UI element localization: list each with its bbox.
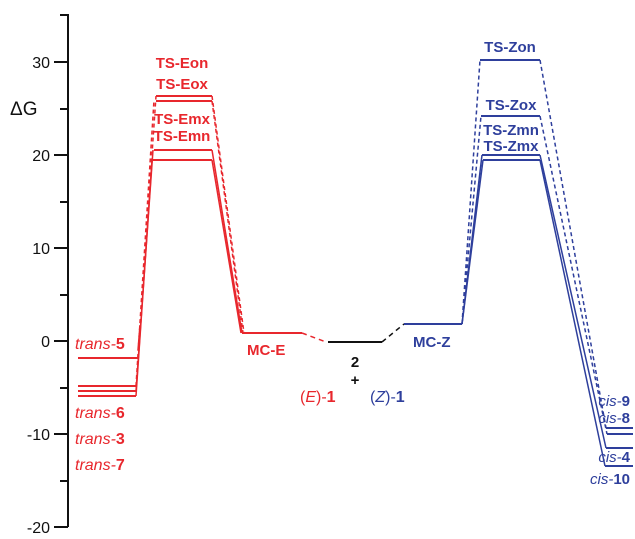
label-trans-7: trans-7	[75, 457, 125, 474]
tick-label-10: 10	[32, 241, 50, 258]
label-TS-Emx: TS-Emx	[154, 111, 211, 128]
center-reference	[328, 323, 405, 343]
label-trans-3: trans-3	[75, 431, 125, 448]
y-axis-label: ΔG	[10, 99, 37, 120]
label-cis-10: cis-10	[590, 471, 630, 488]
y-axis	[54, 14, 69, 528]
label-TS-Zmn: TS-Zmn	[483, 122, 539, 139]
label-cis-4: cis-4	[598, 449, 630, 466]
tick-label-30: 30	[32, 55, 50, 72]
label-plus: +	[351, 372, 360, 389]
tick-label-minus20: -20	[27, 520, 50, 537]
label-TS-Eox: TS-Eox	[156, 76, 208, 93]
tick-label-20: 20	[32, 148, 50, 165]
label-TS-Zmx: TS-Zmx	[483, 138, 539, 155]
label-trans-6: trans-6	[75, 405, 125, 422]
label-cis-9: cis-9	[598, 393, 630, 410]
label-E-1: (E)-1	[300, 389, 336, 406]
label-TS-Zon: TS-Zon	[484, 39, 536, 56]
Z-pathway	[404, 59, 633, 467]
label-cis-8: cis-8	[598, 410, 630, 427]
label-Z-1: (Z)-1	[370, 389, 405, 406]
label-2: 2	[351, 354, 359, 371]
label-MC-Z: MC-Z	[413, 334, 451, 351]
tick-label-minus10: -10	[27, 427, 50, 444]
label-MC-E: MC-E	[247, 342, 285, 359]
label-TS-Eon: TS-Eon	[156, 55, 209, 72]
label-TS-Emn: TS-Emn	[154, 128, 211, 145]
label-TS-Zox: TS-Zox	[486, 97, 537, 114]
E-pathway	[78, 95, 327, 397]
tick-label-0: 0	[41, 334, 50, 351]
label-trans-5: trans-5	[75, 336, 125, 353]
